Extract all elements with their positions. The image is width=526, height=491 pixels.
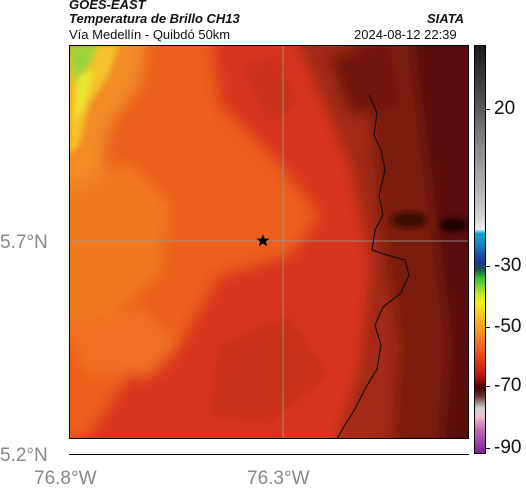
colorbar-tick-minus70 bbox=[485, 386, 490, 387]
lat-label-5-7: 5.7°N bbox=[0, 232, 48, 253]
colorbar-tick-minus30 bbox=[485, 266, 490, 267]
temperature-map-graphic bbox=[69, 45, 469, 439]
map-bottom-margin bbox=[70, 439, 469, 454]
source-label: SIATA bbox=[427, 11, 465, 26]
colorbar-label-minus30: -30 bbox=[494, 255, 522, 276]
region-subtitle: Vía Medellín - Quibdó 50km bbox=[69, 27, 231, 42]
colorbar-tick-minus90 bbox=[485, 448, 490, 449]
lon-label-76-3: 76.3°W bbox=[247, 468, 310, 489]
datetime-label: 2024-08-12 22:39 bbox=[354, 27, 457, 42]
map-bottom-border bbox=[69, 454, 469, 455]
satellite-title: GOES-EAST bbox=[69, 0, 146, 12]
lon-label-76-8: 76.8°W bbox=[34, 468, 97, 489]
colorbar-tick-minus50 bbox=[485, 327, 490, 328]
colorbar-label-minus50: -50 bbox=[494, 316, 522, 337]
colorbar-label-minus70: -70 bbox=[494, 375, 522, 396]
colorbar bbox=[474, 45, 486, 454]
colorbar-tick-20 bbox=[485, 109, 490, 110]
lat-label-5-2: 5.2°N bbox=[0, 445, 48, 466]
colorbar-label-20: 20 bbox=[494, 98, 516, 119]
temperature-map bbox=[69, 45, 469, 439]
station-marker-icon bbox=[256, 234, 270, 247]
colorbar-label-minus90: -90 bbox=[494, 437, 522, 458]
product-title: Temperatura de Brillo CH13 bbox=[69, 11, 240, 26]
